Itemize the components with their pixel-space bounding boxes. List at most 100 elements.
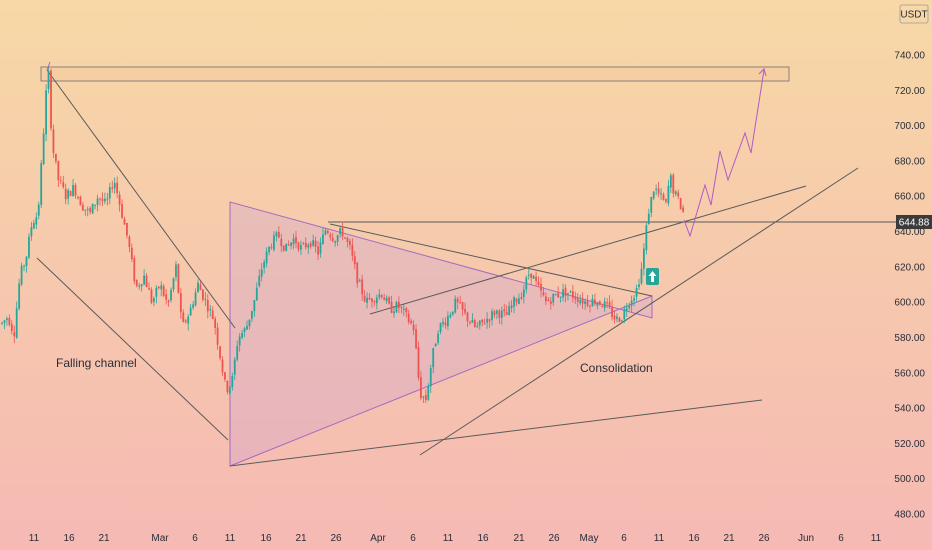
candle-body xyxy=(554,294,557,296)
candle-body xyxy=(72,184,74,196)
x-tick-label: 11 xyxy=(29,533,40,544)
candle-body xyxy=(456,298,459,303)
candle-body xyxy=(361,279,364,295)
candle-body xyxy=(116,182,119,194)
candle-body xyxy=(197,282,199,293)
candle-body xyxy=(77,196,79,198)
candle-body xyxy=(123,218,126,225)
candle-body xyxy=(496,310,498,314)
candle-body xyxy=(645,225,648,251)
candle-body xyxy=(638,284,640,288)
candle-body xyxy=(341,227,344,237)
y-tick-label: 720.00 xyxy=(894,86,925,97)
candle-body xyxy=(324,230,327,235)
rising-channel-line xyxy=(369,185,807,315)
y-tick-label: 700.00 xyxy=(894,121,925,132)
candle-body xyxy=(50,70,52,129)
candle-body xyxy=(331,237,334,242)
falling-channel-top xyxy=(46,69,236,329)
candle-body xyxy=(150,289,153,303)
candle-body xyxy=(18,283,21,309)
candle-body xyxy=(589,305,591,307)
candle-body xyxy=(204,298,207,300)
candle-body xyxy=(358,280,361,282)
candle-body xyxy=(189,307,192,316)
candle-body xyxy=(368,297,371,300)
candle-body xyxy=(564,287,567,296)
candle-body xyxy=(630,300,633,306)
candle-body xyxy=(140,284,143,287)
y-tick-label: 620.00 xyxy=(894,262,925,273)
currency-badge[interactable] xyxy=(899,4,929,24)
candle-body xyxy=(449,314,452,317)
trend-lines xyxy=(36,69,932,467)
candle-body xyxy=(91,204,94,214)
candle-body xyxy=(601,306,604,308)
candle-body xyxy=(633,298,635,301)
candle-body xyxy=(662,194,665,200)
y-tick-label: 680.00 xyxy=(894,156,925,167)
x-tick-label: Jun xyxy=(798,533,814,544)
candle-body xyxy=(8,317,11,325)
x-tick-label: 11 xyxy=(443,533,454,544)
x-tick-label: 16 xyxy=(688,533,700,544)
candle-body xyxy=(679,198,682,210)
candle-body xyxy=(598,301,601,305)
candle-body xyxy=(199,284,202,291)
candle-body xyxy=(300,244,302,250)
x-tick-label: 11 xyxy=(225,533,236,544)
candle-body xyxy=(493,311,496,316)
candle-body xyxy=(172,278,175,290)
candle-body xyxy=(417,347,420,378)
candle-body xyxy=(13,332,16,337)
y-tick-label: 640.00 xyxy=(894,227,925,238)
candle-body xyxy=(351,244,354,256)
candle-body xyxy=(280,238,283,247)
candle-body xyxy=(429,368,432,387)
candle-body xyxy=(79,196,82,206)
candle-body xyxy=(101,198,104,202)
candle-body xyxy=(405,308,408,313)
candle-body xyxy=(322,234,324,244)
candle-body xyxy=(62,182,65,188)
candle-body xyxy=(81,204,84,211)
x-tick-label: 6 xyxy=(410,533,416,544)
candle-body xyxy=(40,163,43,205)
candle-body xyxy=(106,198,109,200)
candle-body xyxy=(442,321,444,324)
candle-body xyxy=(282,245,285,251)
candle-body xyxy=(398,301,400,308)
candle-body xyxy=(314,240,317,247)
candle-body xyxy=(444,322,447,326)
candle-body xyxy=(562,289,564,298)
candle-body xyxy=(363,295,366,302)
rising-trendline xyxy=(419,167,859,456)
candle-body xyxy=(530,273,533,278)
candle-body xyxy=(674,191,677,195)
x-tick-label: 6 xyxy=(621,533,627,544)
candle-body xyxy=(513,297,515,307)
candle-body xyxy=(623,309,626,320)
candle-body xyxy=(576,298,579,302)
candle-body xyxy=(667,185,670,204)
candle-body xyxy=(233,359,236,375)
candle-body xyxy=(461,302,464,310)
y-axis: 740.00 720.00 700.00 680.00 660.00 640.00 620.… xyxy=(894,51,925,521)
candle-body xyxy=(427,386,430,400)
candle-body xyxy=(170,289,172,301)
candle-body xyxy=(628,305,631,308)
candle-body xyxy=(559,296,562,298)
candle-body xyxy=(126,223,128,236)
candle-body xyxy=(469,322,471,324)
triangle-top-line xyxy=(329,223,653,297)
candle-body xyxy=(383,297,386,301)
candle-body xyxy=(177,264,180,293)
candle-body xyxy=(540,283,542,291)
candle-body xyxy=(579,300,582,304)
candle-body xyxy=(113,182,116,189)
candle-body xyxy=(160,285,163,290)
candle-body xyxy=(567,292,569,295)
candle-body xyxy=(635,288,638,297)
candle-body xyxy=(395,301,398,312)
